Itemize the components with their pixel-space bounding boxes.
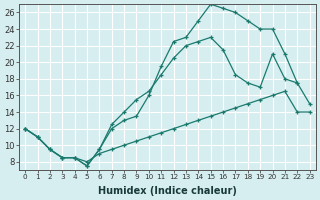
X-axis label: Humidex (Indice chaleur): Humidex (Indice chaleur) — [98, 186, 237, 196]
